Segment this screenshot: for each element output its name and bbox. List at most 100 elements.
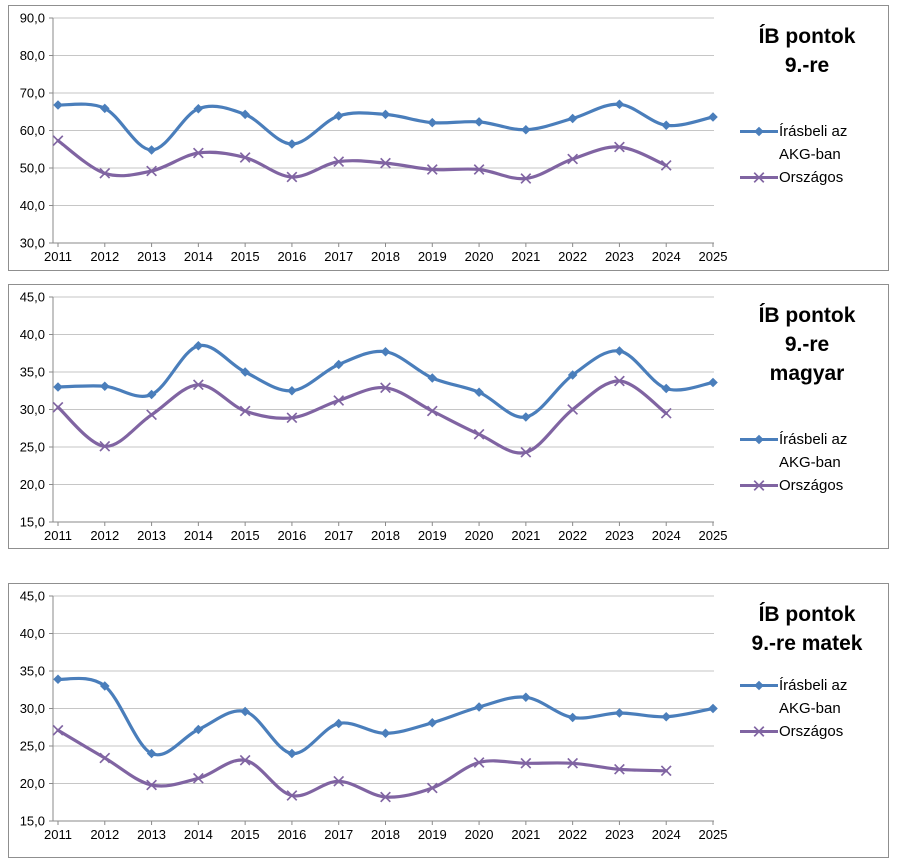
legend-item-orszagos: Országos bbox=[739, 474, 875, 497]
svg-text:25,0: 25,0 bbox=[20, 440, 45, 455]
svg-text:2023: 2023 bbox=[605, 528, 634, 543]
svg-text:2016: 2016 bbox=[277, 827, 306, 842]
legend-line-diamond-icon bbox=[740, 434, 778, 445]
chart-ib-pontok-9re-magyar: 15,0 20,0 25,0 30,0 35,0 40,0 45,0 2011 2012 2013… bbox=[8, 284, 889, 549]
svg-text:25,0: 25,0 bbox=[20, 739, 45, 754]
svg-text:2018: 2018 bbox=[371, 827, 400, 842]
svg-text:2011: 2011 bbox=[44, 528, 72, 543]
svg-text:2017: 2017 bbox=[324, 528, 353, 543]
chart-title: ÍB pontok 9.-re magyar bbox=[758, 304, 856, 385]
legend: Írásbeli az AKG-ban Országos bbox=[739, 120, 875, 189]
svg-text:2014: 2014 bbox=[184, 827, 213, 842]
legend-label: Írásbeli az AKG-ban bbox=[779, 123, 848, 163]
legend-label: Írásbeli az AKG-ban bbox=[779, 431, 848, 471]
svg-text:2015: 2015 bbox=[231, 249, 260, 264]
svg-text:2025: 2025 bbox=[699, 827, 728, 842]
svg-text:20,0: 20,0 bbox=[20, 477, 45, 492]
svg-text:2015: 2015 bbox=[231, 827, 260, 842]
svg-text:2023: 2023 bbox=[605, 827, 634, 842]
svg-text:2019: 2019 bbox=[418, 827, 447, 842]
svg-text:2015: 2015 bbox=[231, 528, 260, 543]
svg-text:40,0: 40,0 bbox=[20, 198, 45, 213]
svg-text:2011: 2011 bbox=[44, 249, 72, 264]
svg-text:2019: 2019 bbox=[418, 249, 447, 264]
legend-line-x-icon bbox=[740, 172, 778, 183]
svg-text:2013: 2013 bbox=[137, 528, 166, 543]
svg-text:90,0: 90,0 bbox=[20, 11, 45, 26]
legend-label: Országos bbox=[779, 169, 844, 186]
legend-item-irasbeli: Írásbeli az AKG-ban bbox=[739, 674, 875, 720]
svg-text:2016: 2016 bbox=[277, 528, 306, 543]
legend-line-diamond-icon bbox=[740, 126, 778, 137]
svg-text:40,0: 40,0 bbox=[20, 327, 45, 342]
legend-item-irasbeli: Írásbeli az AKG-ban bbox=[739, 120, 875, 166]
svg-text:2025: 2025 bbox=[699, 528, 728, 543]
svg-text:2019: 2019 bbox=[418, 528, 447, 543]
legend-line-x-icon bbox=[740, 726, 778, 737]
chart-ib-pontok-9re-matek: 15,0 20,0 25,0 30,0 35,0 40,0 45,0 2011 2012 2013… bbox=[8, 583, 889, 858]
svg-text:2021: 2021 bbox=[511, 827, 540, 842]
chart-title: ÍB pontok 9.-re matek bbox=[751, 603, 863, 655]
svg-text:70,0: 70,0 bbox=[20, 86, 45, 101]
legend-item-orszagos: Országos bbox=[739, 720, 875, 743]
legend-label: Országos bbox=[779, 477, 844, 494]
legend-label: Írásbeli az AKG-ban bbox=[779, 677, 848, 717]
svg-text:2020: 2020 bbox=[465, 249, 494, 264]
svg-text:50,0: 50,0 bbox=[20, 161, 45, 176]
legend: Írásbeli az AKG-ban Országos bbox=[739, 428, 875, 497]
svg-text:30,0: 30,0 bbox=[20, 701, 45, 716]
legend-item-irasbeli: Írásbeli az AKG-ban bbox=[739, 428, 875, 474]
svg-text:60,0: 60,0 bbox=[20, 123, 45, 138]
chart-title: ÍB pontok 9.-re bbox=[758, 25, 856, 77]
svg-text:2017: 2017 bbox=[324, 249, 353, 264]
svg-text:20,0: 20,0 bbox=[20, 776, 45, 791]
plot-area: 15,0 20,0 25,0 30,0 35,0 40,0 45,0 2011 2012 2013… bbox=[20, 589, 728, 843]
svg-text:15,0: 15,0 bbox=[20, 515, 45, 530]
svg-text:2013: 2013 bbox=[137, 249, 166, 264]
svg-text:2012: 2012 bbox=[90, 528, 119, 543]
svg-text:2021: 2021 bbox=[511, 528, 540, 543]
svg-text:2013: 2013 bbox=[137, 827, 166, 842]
svg-text:2014: 2014 bbox=[184, 249, 213, 264]
svg-text:45,0: 45,0 bbox=[20, 290, 45, 305]
svg-text:2018: 2018 bbox=[371, 249, 400, 264]
chart-ib-pontok-9re: 30,0 40,0 50,0 60,0 70,0 80,0 90,0 2011 2012 2013… bbox=[8, 5, 889, 271]
svg-text:2022: 2022 bbox=[558, 249, 587, 264]
svg-text:30,0: 30,0 bbox=[20, 236, 45, 251]
svg-text:2016: 2016 bbox=[277, 249, 306, 264]
chart-side-panel: ÍB pontok 9.-re matek Írásbeli az AKG-ba… bbox=[727, 584, 887, 743]
svg-text:2022: 2022 bbox=[558, 827, 587, 842]
svg-text:2012: 2012 bbox=[90, 827, 119, 842]
legend-line-x-icon bbox=[740, 480, 778, 491]
svg-text:2017: 2017 bbox=[324, 827, 353, 842]
legend: Írásbeli az AKG-ban Országos bbox=[739, 674, 875, 743]
svg-text:2023: 2023 bbox=[605, 249, 634, 264]
legend-label: Országos bbox=[779, 723, 844, 740]
chart-side-panel: ÍB pontok 9.-re magyar Írásbeli az AKG-b… bbox=[727, 285, 887, 497]
svg-text:35,0: 35,0 bbox=[20, 664, 45, 679]
svg-text:2018: 2018 bbox=[371, 528, 400, 543]
chart-side-panel: ÍB pontok 9.-re Írásbeli az AKG-ban Orsz… bbox=[727, 6, 887, 189]
svg-text:2012: 2012 bbox=[90, 249, 119, 264]
svg-text:80,0: 80,0 bbox=[20, 48, 45, 63]
svg-text:2020: 2020 bbox=[465, 827, 494, 842]
svg-text:45,0: 45,0 bbox=[20, 589, 45, 604]
svg-text:2024: 2024 bbox=[652, 249, 681, 264]
svg-text:2011: 2011 bbox=[44, 827, 72, 842]
plot-area: 30,0 40,0 50,0 60,0 70,0 80,0 90,0 2011 2012 2013… bbox=[20, 11, 728, 265]
svg-text:2014: 2014 bbox=[184, 528, 213, 543]
svg-text:2025: 2025 bbox=[699, 249, 728, 264]
svg-text:2021: 2021 bbox=[511, 249, 540, 264]
svg-text:2022: 2022 bbox=[558, 528, 587, 543]
svg-text:30,0: 30,0 bbox=[20, 402, 45, 417]
legend-line-diamond-icon bbox=[740, 680, 778, 691]
svg-text:2020: 2020 bbox=[465, 528, 494, 543]
svg-text:2024: 2024 bbox=[652, 827, 681, 842]
svg-text:2024: 2024 bbox=[652, 528, 681, 543]
legend-item-orszagos: Országos bbox=[739, 166, 875, 189]
svg-text:15,0: 15,0 bbox=[20, 814, 45, 829]
plot-area: 15,0 20,0 25,0 30,0 35,0 40,0 45,0 2011 2012 2013… bbox=[20, 290, 728, 544]
svg-text:40,0: 40,0 bbox=[20, 626, 45, 641]
svg-text:35,0: 35,0 bbox=[20, 365, 45, 380]
